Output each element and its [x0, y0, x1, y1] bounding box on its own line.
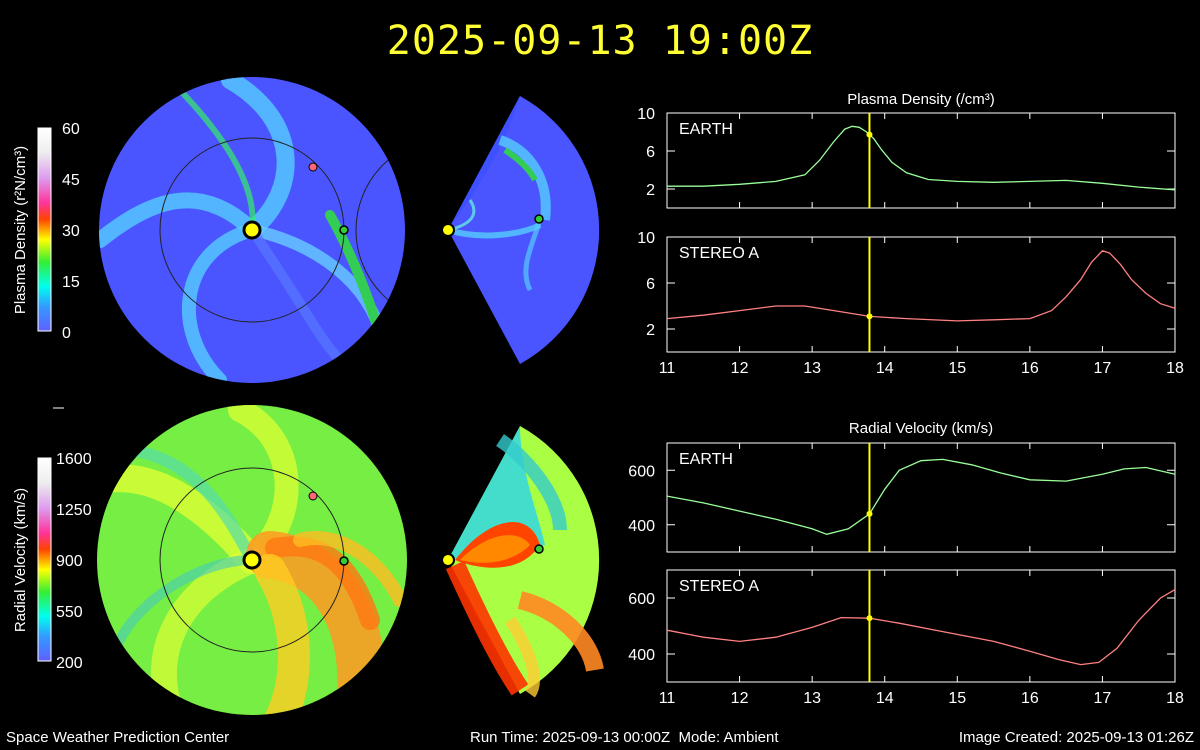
density-tick-60: 60: [62, 121, 80, 138]
velocity-tick-1600: 1600: [56, 451, 92, 468]
x-tick-label-1-14: 14: [876, 690, 894, 707]
density-tick-0: 0: [62, 325, 71, 342]
time-series-charts: Plasma Density (/cm³) EARTH 2 6 10 STEREO A 2 6…: [628, 91, 1184, 707]
earth-marker-meridional: [534, 214, 544, 224]
x-tick-label-0-12: 12: [731, 360, 749, 377]
x-tick-label-0-14: 14: [876, 360, 894, 377]
series-line-0-0: [667, 125, 1176, 191]
panel-label-0-0: EARTH: [679, 121, 733, 138]
x-tick-label-1-11: 11: [659, 690, 676, 707]
y-tick-label-0-1-2: 2: [646, 322, 655, 339]
footer-center-name: Space Weather Prediction Center: [6, 729, 230, 746]
density-tick-15: 15: [62, 274, 80, 291]
density-colorbar: 60 45 30 15 0 Plasma Density (r²N/cm³): [12, 121, 80, 342]
current-value-dot-0-1: [866, 313, 873, 320]
footer-image-created: Image Created: 2025-09-13 01:26Z: [958, 729, 1194, 746]
y-tick-label-1-0-400: 400: [628, 518, 655, 535]
series-line-0-1: [666, 250, 1176, 322]
x-tick-label-0-15: 15: [948, 360, 966, 377]
sun-marker-meridional-velocity: [441, 553, 455, 567]
panel-frame-0-1: [666, 236, 1176, 353]
series-line-1-1: [666, 589, 1176, 666]
velocity-tick-550: 550: [56, 604, 83, 621]
velocity-polar-map: [97, 405, 407, 715]
x-tick-label-0-16: 16: [1021, 360, 1039, 377]
x-tick-label-0-17: 17: [1094, 360, 1112, 377]
y-tick-label-1-1-400: 400: [628, 647, 655, 664]
panel-label-0-1: STEREO A: [679, 245, 759, 262]
timestamp-title: 2025-09-13 19:00Z: [386, 18, 814, 64]
stereo-a-marker-velocity: [308, 491, 318, 501]
chart-title-0: Plasma Density (/cm³): [847, 91, 995, 108]
footer-run-info: Run Time: 2025-09-13 00:00Z Mode: Ambien…: [470, 729, 779, 746]
footer-mode: Mode: Ambient: [678, 729, 779, 746]
velocity-colorbar: 1600 1250 900 550 200 Radial Velocity (k…: [12, 451, 92, 672]
sun-marker-velocity: [242, 550, 262, 570]
velocity-tick-200: 200: [56, 655, 83, 672]
x-tick-label-1-16: 16: [1021, 690, 1039, 707]
earth-marker-meridional-velocity: [534, 544, 544, 554]
density-tick-30: 30: [62, 223, 80, 240]
y-tick-label-0-0-10: 10: [637, 106, 655, 123]
y-tick-label-0-1-10: 10: [637, 230, 655, 247]
x-tick-label-1-17: 17: [1094, 690, 1112, 707]
density-polar-map: [99, 77, 405, 383]
earth-marker: [339, 225, 349, 235]
y-tick-label-0-1-6: 6: [646, 276, 655, 293]
current-value-dot-1-0: [866, 510, 873, 517]
x-tick-label-1-15: 15: [948, 690, 966, 707]
chart-title-1: Radial Velocity (km/s): [849, 420, 993, 437]
sun-marker-meridional: [441, 223, 455, 237]
x-tick-label-0-11: 11: [659, 360, 676, 377]
y-tick-label-0-0-2: 2: [646, 182, 655, 199]
x-tick-label-1-18: 18: [1166, 690, 1184, 707]
current-value-dot-0-0: [866, 131, 873, 138]
panel-frame-1-0: [666, 442, 1176, 553]
panel-frame-0-0: [666, 112, 1176, 209]
density-tick-45: 45: [62, 172, 80, 189]
velocity-tick-900: 900: [56, 553, 83, 570]
panel-label-1-1: STEREO A: [679, 578, 759, 595]
x-tick-label-1-12: 12: [731, 690, 749, 707]
density-meridional-wedge: [355, 96, 600, 364]
x-tick-label-0-13: 13: [803, 360, 821, 377]
velocity-colorbar-label: Radial Velocity (km/s): [12, 488, 29, 632]
x-tick-label-1-13: 13: [803, 690, 821, 707]
velocity-meridional-wedge: [441, 426, 604, 698]
y-tick-label-1-1-600: 600: [628, 591, 655, 608]
sun-marker: [242, 220, 262, 240]
current-value-dot-1-1: [866, 615, 873, 622]
footer-run-time: Run Time: 2025-09-13 00:00Z: [470, 729, 671, 746]
panel-label-1-0: EARTH: [679, 451, 733, 468]
y-tick-label-1-0-600: 600: [628, 463, 655, 480]
velocity-tick-1250: 1250: [56, 502, 92, 519]
density-colorbar-label: Plasma Density (r²N/cm³): [12, 146, 29, 314]
panel-frame-1-1: [666, 569, 1176, 683]
earth-marker-velocity: [339, 556, 349, 566]
y-tick-label-0-0-6: 6: [646, 144, 655, 161]
stereo-a-marker: [308, 162, 318, 172]
series-line-1-0: [666, 458, 1176, 535]
x-tick-label-0-18: 18: [1166, 360, 1184, 377]
